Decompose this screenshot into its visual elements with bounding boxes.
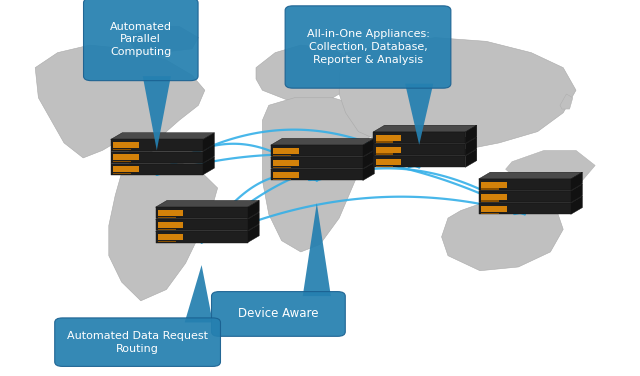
Polygon shape xyxy=(479,191,571,202)
Polygon shape xyxy=(203,145,214,163)
Polygon shape xyxy=(273,179,291,180)
Polygon shape xyxy=(111,164,203,175)
Polygon shape xyxy=(113,142,139,148)
Polygon shape xyxy=(113,161,131,162)
Polygon shape xyxy=(109,158,218,301)
Polygon shape xyxy=(111,145,214,152)
Text: Device Aware: Device Aware xyxy=(238,308,319,320)
Polygon shape xyxy=(203,157,214,175)
Polygon shape xyxy=(481,194,507,200)
Polygon shape xyxy=(111,139,203,151)
Polygon shape xyxy=(158,222,184,228)
Polygon shape xyxy=(158,229,176,230)
Polygon shape xyxy=(273,148,299,154)
Polygon shape xyxy=(376,141,394,143)
Polygon shape xyxy=(376,135,401,141)
Polygon shape xyxy=(481,212,499,214)
Polygon shape xyxy=(363,138,374,156)
Polygon shape xyxy=(203,133,214,151)
Polygon shape xyxy=(271,150,374,157)
Polygon shape xyxy=(373,144,465,155)
Polygon shape xyxy=(339,38,576,150)
Polygon shape xyxy=(479,179,571,190)
Polygon shape xyxy=(479,184,582,191)
Polygon shape xyxy=(465,149,477,167)
Polygon shape xyxy=(158,241,176,242)
Polygon shape xyxy=(373,149,477,156)
Polygon shape xyxy=(158,210,184,216)
Polygon shape xyxy=(479,203,571,214)
Polygon shape xyxy=(113,149,131,150)
Polygon shape xyxy=(113,166,139,172)
Polygon shape xyxy=(376,165,394,167)
Polygon shape xyxy=(111,157,214,164)
Polygon shape xyxy=(273,167,291,168)
Polygon shape xyxy=(363,150,374,168)
Polygon shape xyxy=(113,154,139,160)
Polygon shape xyxy=(271,162,374,169)
Polygon shape xyxy=(35,45,205,158)
Polygon shape xyxy=(376,153,394,155)
Polygon shape xyxy=(303,203,331,296)
Polygon shape xyxy=(158,234,184,240)
Polygon shape xyxy=(248,200,259,218)
Polygon shape xyxy=(481,206,507,212)
Polygon shape xyxy=(273,172,299,178)
Text: All-in-One Appliances:
Collection, Database,
Reporter & Analysis: All-in-One Appliances: Collection, Datab… xyxy=(307,29,429,65)
Polygon shape xyxy=(156,231,248,243)
Polygon shape xyxy=(376,147,401,153)
FancyBboxPatch shape xyxy=(285,6,451,88)
Polygon shape xyxy=(262,98,371,252)
Polygon shape xyxy=(156,224,259,231)
Polygon shape xyxy=(143,76,171,150)
Text: Automated
Parallel
Computing: Automated Parallel Computing xyxy=(110,22,172,57)
Polygon shape xyxy=(373,156,465,167)
FancyBboxPatch shape xyxy=(211,292,346,336)
Polygon shape xyxy=(248,224,259,243)
Polygon shape xyxy=(184,265,212,323)
Polygon shape xyxy=(479,172,582,179)
Polygon shape xyxy=(248,212,259,230)
Polygon shape xyxy=(273,155,291,156)
Polygon shape xyxy=(113,173,131,174)
Polygon shape xyxy=(273,160,299,166)
Polygon shape xyxy=(571,196,582,214)
Polygon shape xyxy=(256,45,358,105)
Polygon shape xyxy=(111,133,214,139)
Polygon shape xyxy=(373,137,477,144)
FancyBboxPatch shape xyxy=(84,0,198,81)
Polygon shape xyxy=(373,125,477,132)
Polygon shape xyxy=(128,26,198,53)
Polygon shape xyxy=(560,94,573,109)
FancyBboxPatch shape xyxy=(55,318,220,366)
Polygon shape xyxy=(481,188,499,190)
Polygon shape xyxy=(271,169,363,180)
Polygon shape xyxy=(405,84,433,145)
Polygon shape xyxy=(156,207,248,218)
Polygon shape xyxy=(465,125,477,143)
Polygon shape xyxy=(376,159,401,165)
Polygon shape xyxy=(506,150,595,188)
Polygon shape xyxy=(156,200,259,207)
Polygon shape xyxy=(271,138,374,145)
Text: Automated Data Request
Routing: Automated Data Request Routing xyxy=(67,331,208,353)
Polygon shape xyxy=(271,145,363,156)
Polygon shape xyxy=(481,200,499,202)
Polygon shape xyxy=(571,184,582,202)
Polygon shape xyxy=(481,182,507,188)
Polygon shape xyxy=(158,217,176,218)
Polygon shape xyxy=(465,137,477,155)
Polygon shape xyxy=(156,219,248,230)
Polygon shape xyxy=(111,152,203,163)
Polygon shape xyxy=(363,162,374,180)
Polygon shape xyxy=(373,132,465,143)
Polygon shape xyxy=(571,172,582,190)
Polygon shape xyxy=(442,199,563,271)
Polygon shape xyxy=(156,212,259,219)
Polygon shape xyxy=(479,196,582,203)
Polygon shape xyxy=(271,157,363,168)
